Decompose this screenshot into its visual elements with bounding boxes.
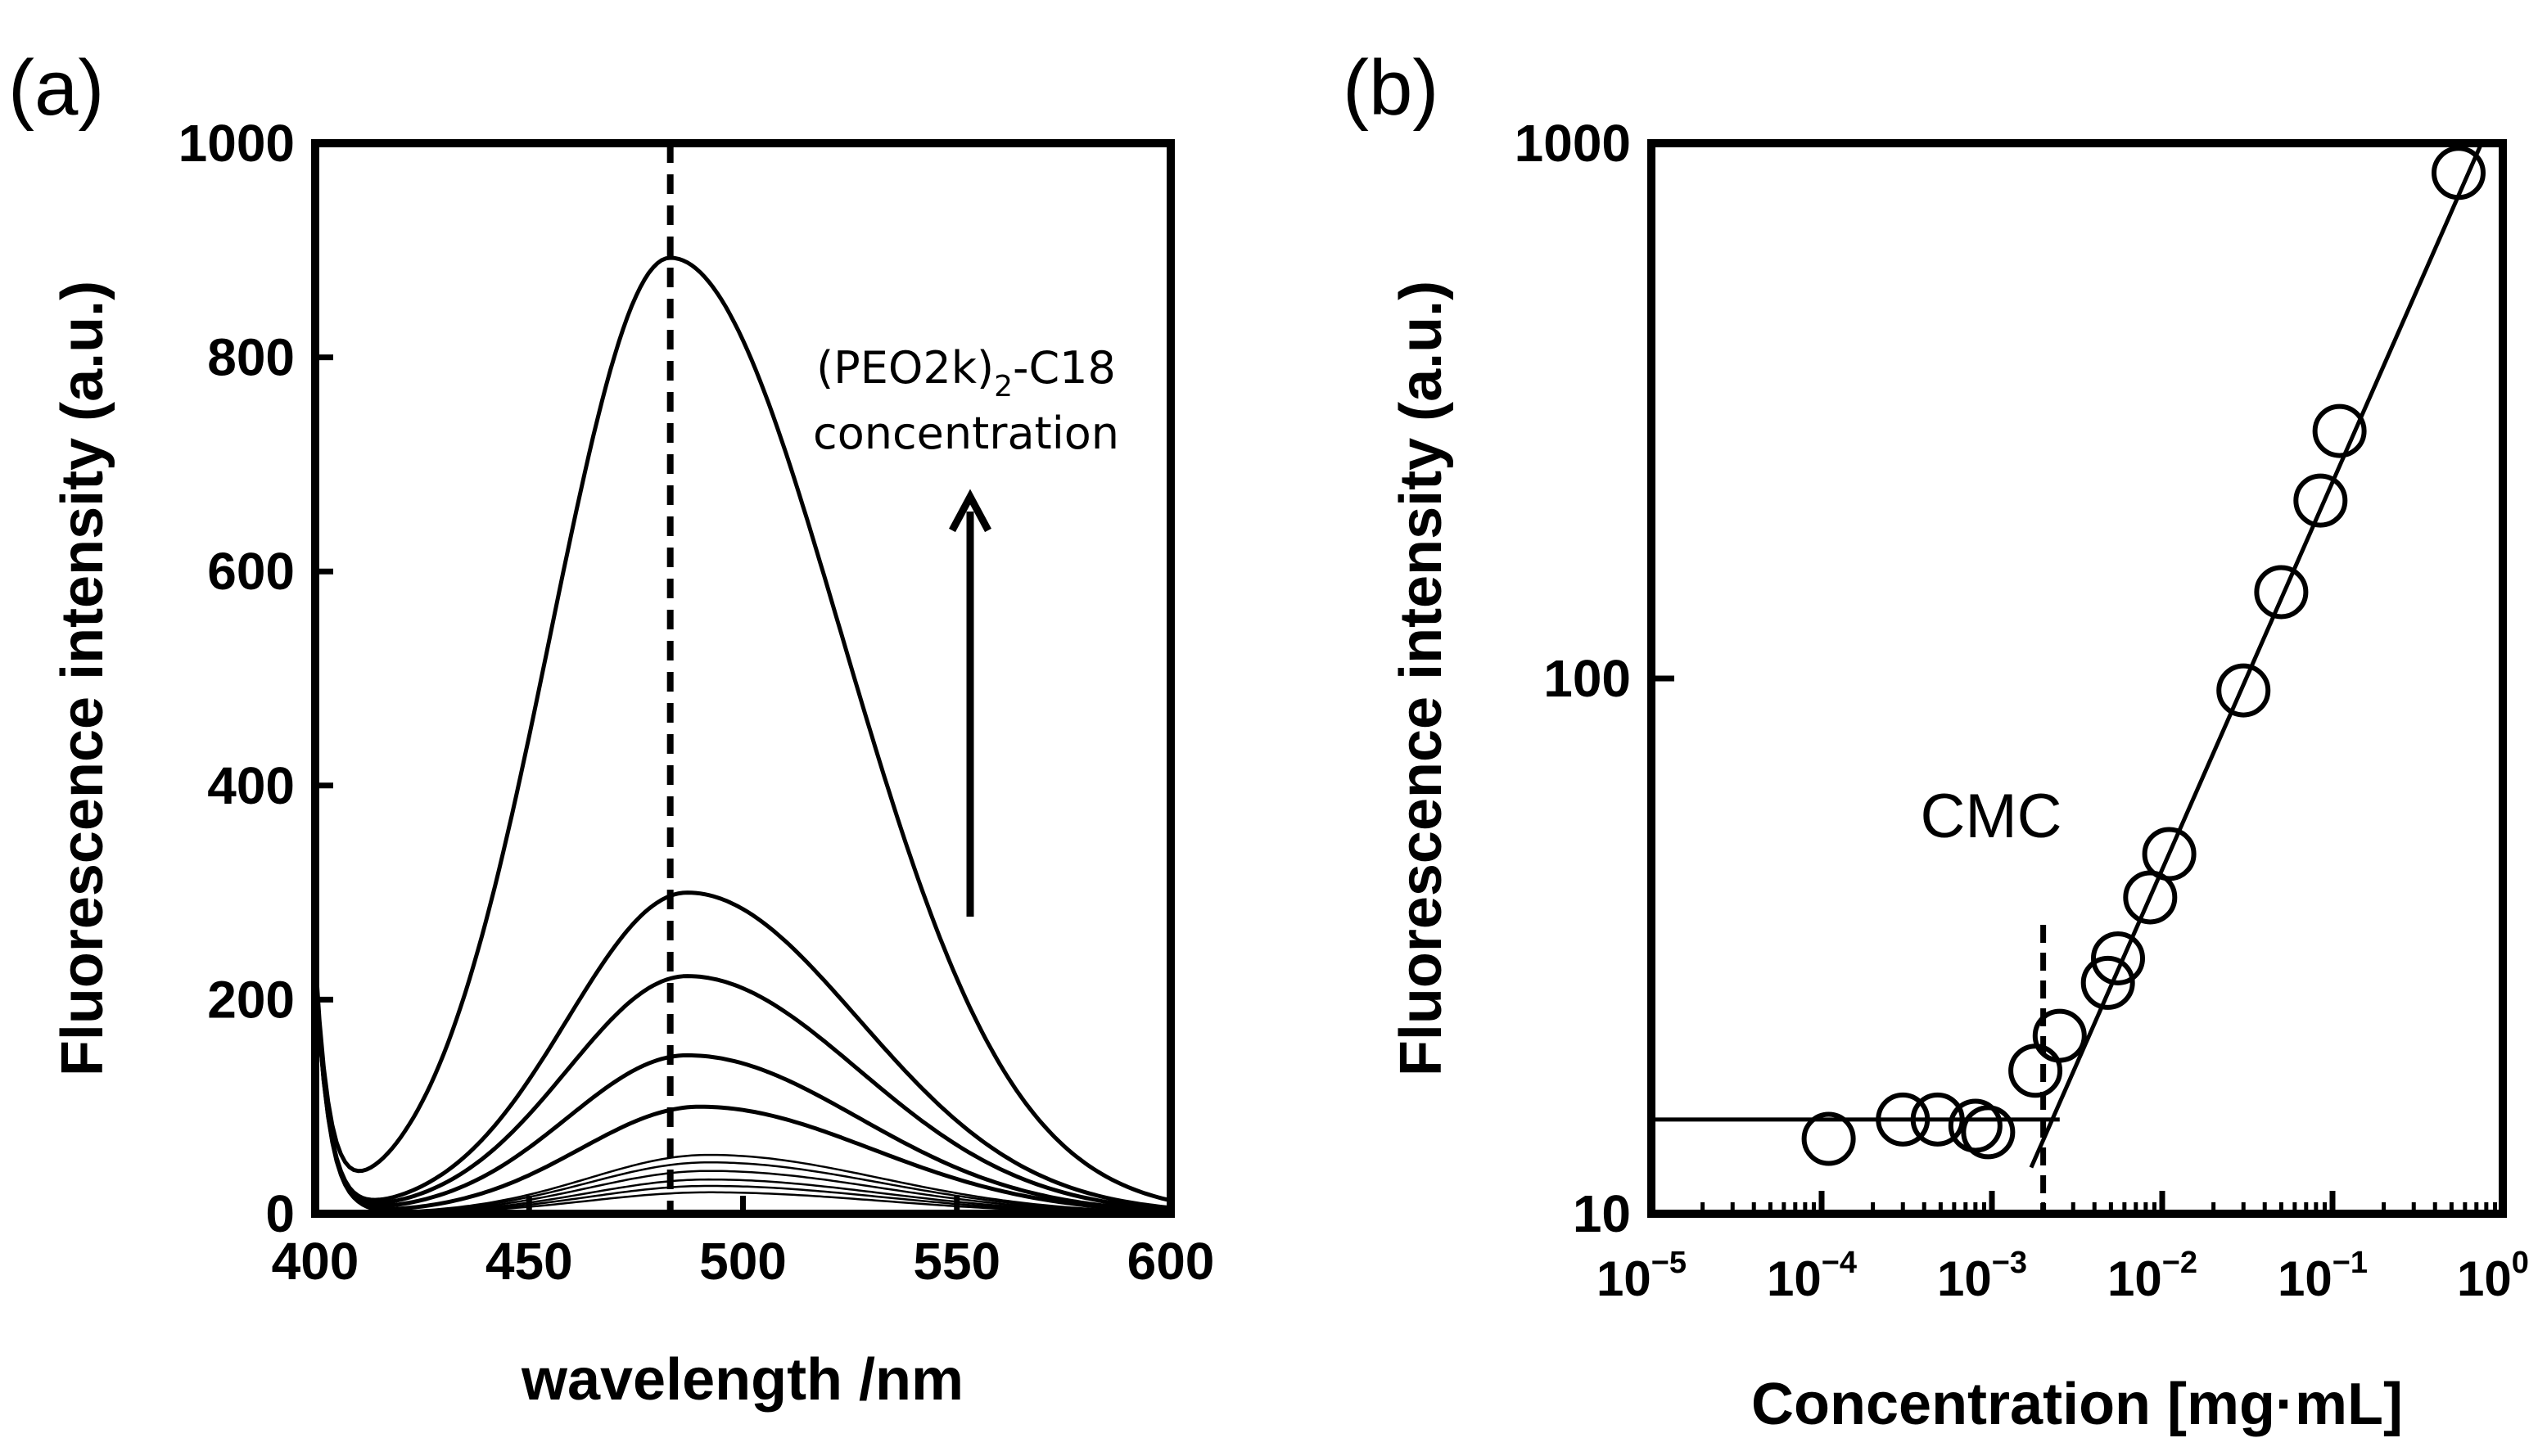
chart-b-ytick-label: 10 bbox=[1573, 1184, 1631, 1243]
annotation-polymer: (PEO2k) bbox=[816, 342, 994, 394]
chart-b-ticks: 10−5 10−4 10−3 10−2 10−1 100 10 100 1000 bbox=[1515, 114, 2529, 1306]
chart-a-xtick-label: 600 bbox=[1127, 1232, 1215, 1291]
chart-a-ytick-label: 200 bbox=[207, 970, 295, 1029]
chart-b: 10−5 10−4 10−3 10−2 10−1 100 10 100 1000 CMC Con… bbox=[1389, 114, 2529, 1437]
chart-a-xtick-label: 550 bbox=[913, 1232, 1000, 1291]
panel-a-label: (a) bbox=[8, 44, 104, 132]
data-point-6 bbox=[2008, 1044, 2063, 1098]
chart-a-ytick-label: 0 bbox=[265, 1184, 295, 1243]
chart-b-xtick-label: 100 bbox=[2457, 1246, 2529, 1306]
spectrum-curve-c3 bbox=[313, 965, 1172, 1212]
chart-b-ytick-label: 1000 bbox=[1515, 114, 1631, 173]
data-point-12 bbox=[2216, 663, 2271, 718]
chart-a-xlabel: wavelength /nm bbox=[521, 1347, 964, 1413]
chart-b-cmc-label: CMC bbox=[1920, 782, 2062, 851]
annotation-suffix: -C18 bbox=[1013, 342, 1116, 394]
chart-b-xtick-label: 10−3 bbox=[1937, 1246, 2027, 1306]
spectrum-curve-c2 bbox=[313, 890, 1172, 1210]
chart-b-ylabel: Fluorescence intensity (a.u.) bbox=[1389, 281, 1454, 1076]
chart-a-ytick-label: 600 bbox=[207, 542, 295, 601]
chart-b-ytick-label: 100 bbox=[1543, 649, 1631, 708]
chart-b-xtick-label: 10−1 bbox=[2278, 1246, 2368, 1306]
data-point-4 bbox=[1948, 1098, 2003, 1153]
data-point-11 bbox=[2142, 827, 2197, 881]
spectrum-curve-c5 bbox=[313, 967, 1172, 1214]
spectrum-curve-c4 bbox=[313, 966, 1172, 1213]
data-point-8 bbox=[2080, 955, 2135, 1010]
data-point-3 bbox=[1910, 1092, 1965, 1147]
data-point-15 bbox=[2312, 403, 2367, 458]
chart-b-points bbox=[1801, 146, 2486, 1166]
panel-b-label: (b) bbox=[1343, 44, 1438, 132]
chart-b-slope-fit bbox=[2029, 142, 2484, 1169]
data-point-7 bbox=[2032, 1008, 2087, 1063]
data-point-9 bbox=[2090, 931, 2145, 985]
data-point-16 bbox=[2431, 146, 2486, 201]
chart-a-xtick-label: 450 bbox=[485, 1232, 573, 1291]
chart-a-curves bbox=[313, 255, 1172, 1215]
chart-b-xtick-label: 10−5 bbox=[1596, 1246, 1687, 1306]
chart-a-xtick-label: 400 bbox=[272, 1232, 359, 1291]
chart-b-xlabel: Concentration [mg·mL] bbox=[1751, 1372, 2403, 1437]
chart-a-arrow-head bbox=[949, 489, 991, 533]
chart-a-xtick-label: 500 bbox=[699, 1232, 787, 1291]
data-point-1 bbox=[1801, 1111, 1856, 1166]
chart-a-ticks: 400 450 500 550 600 0 200 400 600 800 1000 bbox=[178, 114, 1215, 1291]
data-point-13 bbox=[2254, 565, 2309, 620]
annotation-subscript: 2 bbox=[994, 370, 1013, 403]
chart-a: 400 450 500 550 600 0 200 400 600 800 1000 wavelen… bbox=[50, 114, 1214, 1413]
data-point-2 bbox=[1876, 1092, 1931, 1147]
chart-a-ytick-label: 400 bbox=[207, 756, 295, 815]
chart-a-annotation-line1: (PEO2k)2-C18 bbox=[816, 342, 1116, 403]
spectrum-curve-c1 bbox=[313, 255, 1172, 1203]
chart-b-xtick-label: 10−2 bbox=[2107, 1246, 2197, 1306]
chart-b-xtick-label: 10−4 bbox=[1767, 1246, 1857, 1306]
chart-a-ytick-label: 1000 bbox=[178, 114, 295, 173]
data-point-14 bbox=[2293, 473, 2348, 528]
chart-a-ylabel: Fluorescence intensity (a.u.) bbox=[50, 281, 115, 1076]
data-point-5 bbox=[1961, 1105, 2016, 1160]
chart-a-annotation-line2: concentration bbox=[813, 408, 1119, 459]
chart-a-ytick-label: 800 bbox=[207, 328, 295, 387]
